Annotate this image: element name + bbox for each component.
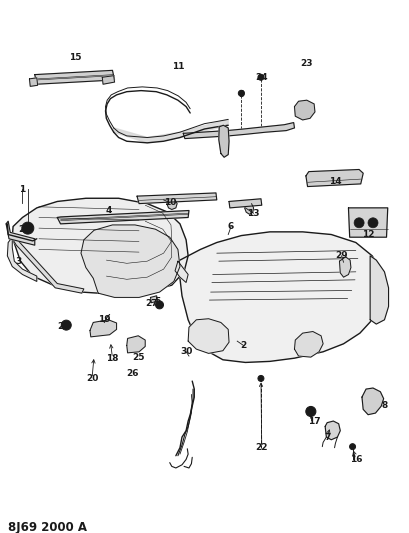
Polygon shape	[339, 257, 351, 277]
Text: 7: 7	[324, 433, 330, 441]
Polygon shape	[6, 221, 35, 245]
Polygon shape	[175, 261, 188, 282]
Polygon shape	[306, 169, 363, 187]
Text: 17: 17	[308, 417, 320, 425]
Polygon shape	[370, 256, 389, 324]
Polygon shape	[348, 208, 388, 237]
Polygon shape	[12, 198, 188, 294]
Text: 9: 9	[238, 91, 245, 99]
Text: 15: 15	[70, 53, 82, 62]
Circle shape	[309, 409, 313, 414]
Polygon shape	[294, 100, 315, 120]
Circle shape	[238, 90, 244, 96]
Circle shape	[368, 218, 378, 228]
Polygon shape	[7, 237, 37, 281]
Circle shape	[350, 443, 355, 450]
Polygon shape	[151, 296, 157, 303]
Text: 27: 27	[145, 300, 157, 308]
Text: 26: 26	[127, 369, 139, 377]
Polygon shape	[35, 70, 115, 84]
Circle shape	[22, 222, 34, 234]
Polygon shape	[183, 123, 294, 139]
Polygon shape	[294, 332, 323, 357]
Polygon shape	[137, 193, 217, 204]
Text: 22: 22	[256, 443, 268, 452]
Circle shape	[26, 226, 30, 230]
Text: 1: 1	[19, 185, 26, 193]
Circle shape	[155, 301, 164, 309]
Polygon shape	[102, 76, 115, 84]
Text: 23: 23	[301, 60, 313, 68]
Circle shape	[354, 218, 364, 228]
Polygon shape	[229, 199, 262, 208]
Polygon shape	[219, 125, 229, 157]
Polygon shape	[188, 319, 229, 353]
Text: 18: 18	[106, 354, 119, 362]
Text: 11: 11	[172, 62, 184, 71]
Polygon shape	[245, 204, 254, 214]
Polygon shape	[127, 336, 145, 353]
Polygon shape	[167, 200, 177, 209]
Text: 5: 5	[154, 297, 161, 305]
Circle shape	[61, 320, 71, 330]
Text: 21: 21	[57, 322, 70, 330]
Circle shape	[258, 375, 264, 382]
Text: 13: 13	[247, 209, 260, 217]
Circle shape	[306, 407, 316, 416]
Text: 20: 20	[86, 374, 98, 383]
Text: 2: 2	[240, 341, 247, 350]
Polygon shape	[57, 211, 189, 224]
Text: 16: 16	[350, 455, 362, 464]
Polygon shape	[325, 421, 340, 440]
Text: 30: 30	[180, 348, 192, 356]
Text: 28: 28	[18, 225, 31, 233]
Text: 3: 3	[15, 257, 22, 265]
Circle shape	[258, 74, 264, 80]
Text: 8J69 2000 A: 8J69 2000 A	[8, 521, 87, 533]
Polygon shape	[362, 388, 384, 415]
Polygon shape	[178, 232, 382, 362]
Text: 19: 19	[98, 316, 110, 324]
Text: 4: 4	[105, 206, 112, 215]
Polygon shape	[81, 225, 180, 297]
Polygon shape	[114, 119, 228, 143]
Polygon shape	[29, 78, 38, 86]
Text: 29: 29	[335, 252, 348, 260]
Text: 8: 8	[381, 401, 388, 409]
Text: 24: 24	[256, 73, 268, 82]
Polygon shape	[12, 235, 84, 293]
Text: 25: 25	[132, 353, 144, 361]
Text: 10: 10	[164, 198, 176, 207]
Polygon shape	[90, 320, 117, 337]
Text: 12: 12	[362, 230, 374, 239]
Text: 14: 14	[329, 177, 342, 185]
Text: 6: 6	[228, 222, 234, 231]
